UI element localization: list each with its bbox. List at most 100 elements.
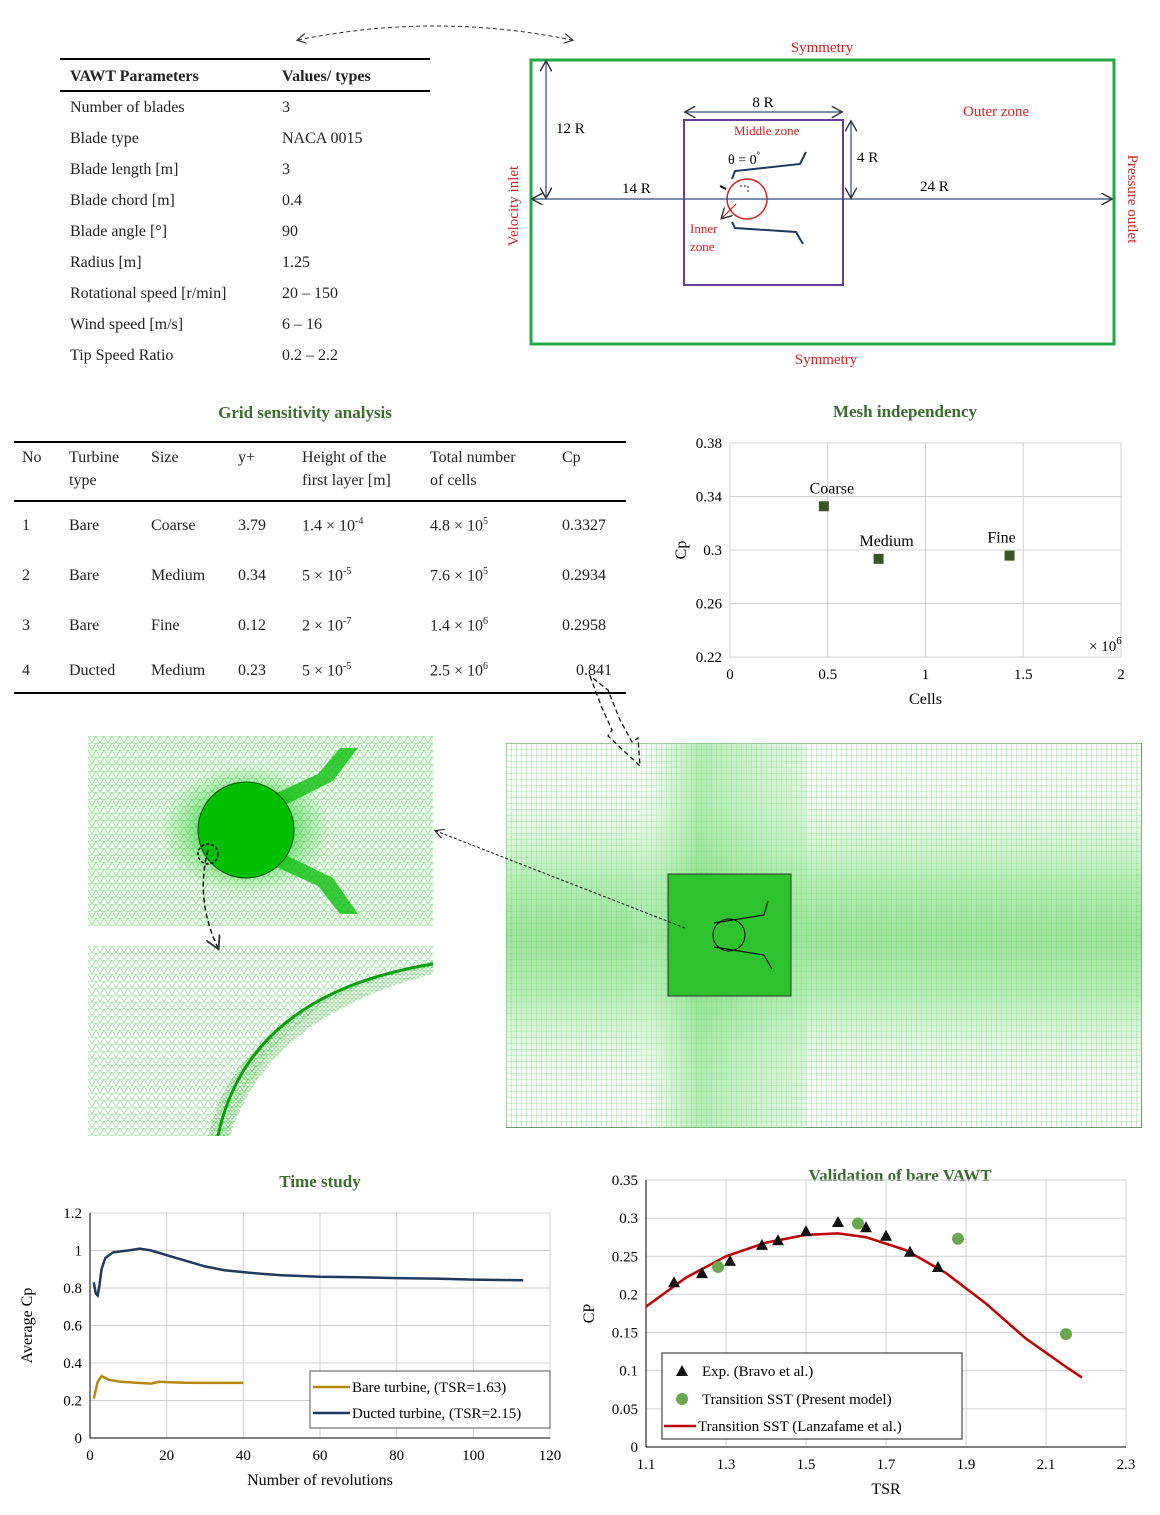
x-tick-label: 1.1 bbox=[637, 1457, 656, 1473]
hdr-size: Size bbox=[151, 449, 179, 466]
mesh-overall-image bbox=[506, 743, 1142, 1128]
y-tick-label: 0.22 bbox=[696, 650, 722, 666]
cell-no: 4 bbox=[22, 662, 30, 679]
vawt-parameters-table: VAWT Parameters Values/ types Number of … bbox=[60, 58, 430, 371]
triangle-marker bbox=[772, 1234, 784, 1246]
param-name: Number of blades bbox=[70, 98, 185, 116]
x-axis-label: Cells bbox=[909, 691, 942, 708]
cell-cells: 2.5 × 106 bbox=[430, 661, 489, 680]
cell-cp: 0.841 bbox=[576, 662, 612, 679]
velocity-inlet-label: Velocity inlet bbox=[506, 165, 522, 246]
cell-cells: 7.6 × 105 bbox=[430, 566, 489, 585]
circle-marker bbox=[1060, 1328, 1072, 1341]
param-header-name: VAWT Parameters bbox=[70, 68, 199, 85]
cell-yplus: 0.23 bbox=[238, 662, 266, 679]
y-tick-label: 0.3 bbox=[619, 1211, 638, 1227]
param-header-value: Values/ types bbox=[282, 68, 371, 85]
legend-box bbox=[309, 1370, 551, 1429]
triangle-marker bbox=[696, 1267, 708, 1279]
dim-24R: 24 R bbox=[920, 179, 949, 195]
cell-yplus: 0.12 bbox=[238, 617, 266, 634]
legend-label: Transition SST (Present model) bbox=[702, 1392, 892, 1408]
validation-chart: 1.1 1.3 1.5 1.7 1.9 2.1 2.3 0 0.05 0.1 0.15 0.2 0.25… bbox=[581, 1173, 1135, 1498]
x-tick-label: 1.9 bbox=[957, 1457, 976, 1473]
theta-label: θ = 0° bbox=[728, 150, 761, 168]
y-tick-label: 0.15 bbox=[612, 1326, 638, 1342]
symmetry-top-label: Symmetry bbox=[791, 40, 854, 56]
param-value: 90 bbox=[282, 222, 298, 240]
x-multiplier: × 106 bbox=[1089, 635, 1122, 655]
x-tick-label: 40 bbox=[236, 1448, 251, 1464]
link-arrow bbox=[290, 25, 580, 50]
link-dashed-arrow bbox=[430, 825, 686, 929]
y-tick-label: 0.3 bbox=[703, 543, 722, 559]
triangle-marker bbox=[800, 1225, 812, 1237]
cell-cells: 1.4 × 106 bbox=[430, 616, 489, 635]
cell-cells: 4.8 × 105 bbox=[430, 516, 489, 535]
hdr-no: No bbox=[22, 449, 42, 466]
grid-row: 1 Bare Coarse 3.79 1.4 × 10-4 4.8 × 105 … bbox=[14, 502, 626, 550]
cell-size: Medium bbox=[151, 662, 206, 679]
param-row: Blade angle [°] 90 bbox=[60, 216, 430, 247]
param-name: Tip Speed Ratio bbox=[70, 346, 174, 364]
dim-4R: 4 R bbox=[857, 150, 878, 166]
param-name: Blade type bbox=[70, 129, 139, 147]
x-tick-label: 2 bbox=[1117, 667, 1125, 683]
cell-type: Bare bbox=[69, 517, 100, 534]
x-tick-label: 60 bbox=[313, 1448, 328, 1464]
middle-zone-boundary bbox=[683, 119, 844, 286]
x-tick-label: 1.3 bbox=[717, 1457, 736, 1473]
param-row: Wind speed [m/s] 6 – 16 bbox=[60, 309, 430, 340]
y-axis-label: Cp bbox=[673, 541, 690, 560]
y-tick-label: 0 bbox=[75, 1431, 83, 1447]
param-row: Blade chord [m] 0.4 bbox=[60, 185, 430, 216]
param-row: Tip Speed Ratio 0.2 – 2.2 bbox=[60, 340, 430, 371]
outer-zone-label: Outer zone bbox=[963, 104, 1030, 120]
cell-cp: 0.2934 bbox=[562, 567, 606, 584]
cell-height: 5 × 10-5 bbox=[302, 661, 352, 680]
y-tick-label: 0.05 bbox=[612, 1402, 638, 1418]
x-tick-label: 0 bbox=[726, 667, 734, 683]
cell-height: 1.4 × 10-4 bbox=[302, 516, 364, 535]
mesh-zoom-inner-image bbox=[88, 736, 433, 926]
x-tick-label: 100 bbox=[462, 1448, 485, 1464]
triangle-marker bbox=[832, 1215, 844, 1227]
y-tick-label: 0.8 bbox=[63, 1281, 82, 1297]
outer-zone-boundary bbox=[529, 58, 1116, 346]
param-name: Blade length [m] bbox=[70, 160, 179, 178]
legend-swatch bbox=[676, 1393, 688, 1405]
cell-type: Ducted bbox=[69, 662, 116, 679]
circle-marker bbox=[852, 1217, 864, 1230]
x-tick-label: 1 bbox=[922, 667, 930, 683]
zoom-dashed-arrow bbox=[202, 849, 240, 960]
grid-row: 2 Bare Medium 0.34 5 × 10-5 7.6 × 105 0.… bbox=[14, 550, 626, 602]
cell-size: Fine bbox=[151, 617, 180, 634]
cell-yplus: 0.34 bbox=[238, 567, 266, 584]
param-name: Wind speed [m/s] bbox=[70, 315, 184, 333]
middle-zone-label: Middle zone bbox=[734, 123, 800, 138]
triangle-marker bbox=[668, 1276, 680, 1288]
param-row: Rotational speed [r/min] 20 – 150 bbox=[60, 278, 430, 309]
param-value: 3 bbox=[282, 160, 290, 178]
grid-table-header: No Turbine type Size y+ Height of the firs… bbox=[14, 443, 626, 502]
legend-label: Exp. (Bravo et al.) bbox=[702, 1364, 813, 1380]
y-tick-label: 0.6 bbox=[63, 1319, 82, 1335]
y-tick-label: 0.2 bbox=[63, 1394, 82, 1410]
y-tick-label: 0.38 bbox=[696, 436, 722, 452]
series-line bbox=[645, 1232, 1083, 1379]
triangle-marker bbox=[904, 1245, 916, 1257]
x-axis-label: Number of revolutions bbox=[247, 1472, 393, 1489]
grid-row: 3 Bare Fine 0.12 2 × 10-7 1.4 × 106 0.29… bbox=[14, 602, 626, 650]
grid-table-body: 1 Bare Coarse 3.79 1.4 × 10-4 4.8 × 105 … bbox=[14, 502, 626, 692]
y-tick-label: 0.1 bbox=[619, 1364, 638, 1380]
y-tick-label: 0.2 bbox=[619, 1287, 638, 1303]
param-row: Number of blades 3 bbox=[60, 92, 430, 123]
y-tick-label: 0.26 bbox=[696, 597, 723, 613]
mesh-independency-chart: 0 0.5 1 1.5 2 0.22 0.26 0.3 0.34 0.38 Cells Cp Coars… bbox=[673, 436, 1125, 708]
param-row: Blade type NACA 0015 bbox=[60, 123, 430, 154]
hdr-cp: Cp bbox=[562, 449, 581, 466]
triangle-marker bbox=[880, 1229, 892, 1241]
pressure-outlet-label: Pressure outlet bbox=[1124, 155, 1140, 245]
time-study-chart: 0 20 40 60 80 100 120 0 0.2 0.4 0.6 0.8 1 1.2 Number o… bbox=[19, 1206, 561, 1489]
param-value: 0.4 bbox=[282, 191, 302, 209]
